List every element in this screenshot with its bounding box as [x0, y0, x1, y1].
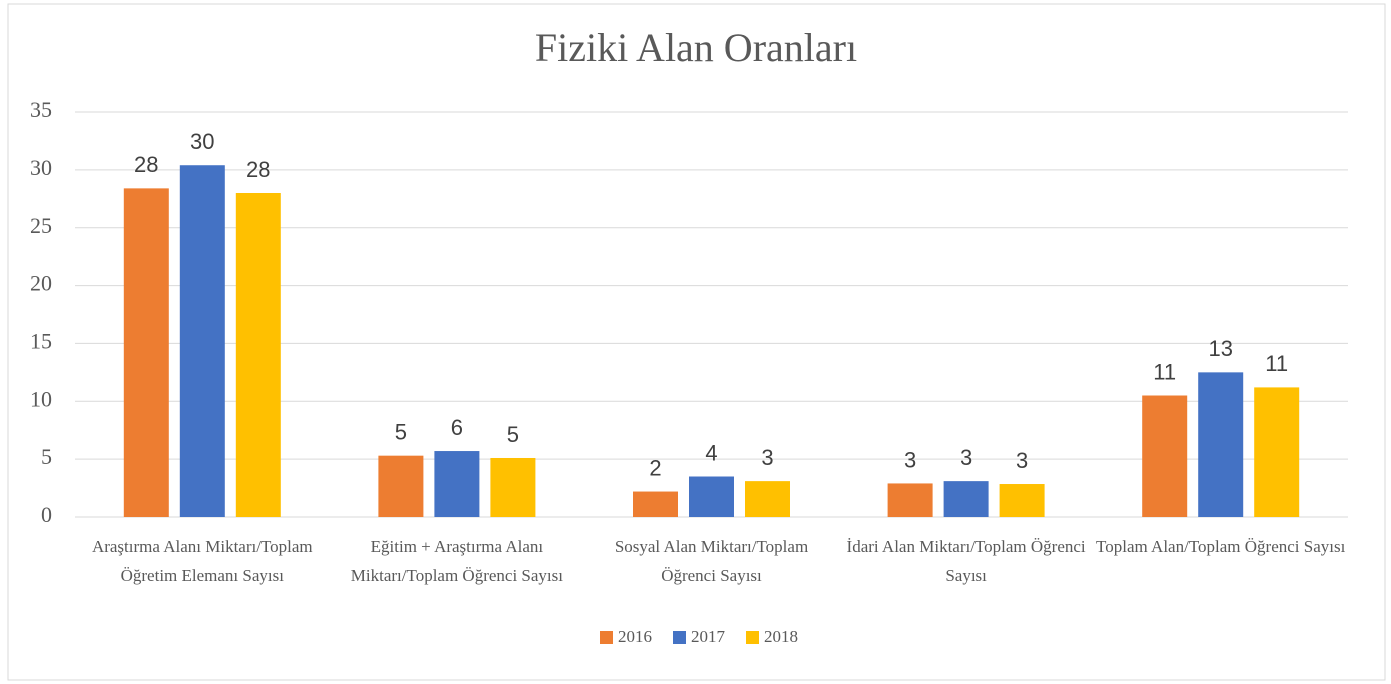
data-label: 3	[960, 445, 972, 470]
data-label: 11	[1265, 351, 1288, 376]
data-label: 5	[395, 419, 407, 444]
x-tick-label: Toplam Alan/Toplam Öğrenci Sayısı	[1096, 537, 1346, 556]
legend-swatch	[673, 631, 686, 644]
bar	[378, 455, 424, 517]
bar	[943, 481, 989, 517]
data-label: 3	[761, 445, 773, 470]
data-label: 2	[649, 455, 661, 480]
y-tick-label: 5	[41, 444, 52, 469]
x-tick-label: Sosyal Alan Miktarı/Toplam Öğrenci Sayıs…	[614, 537, 809, 585]
x-tick-label: Araştırma Alanı Miktarı/Toplam Öğretim E…	[91, 537, 313, 585]
bar	[235, 193, 281, 517]
data-label: 13	[1208, 336, 1232, 361]
data-label: 30	[190, 129, 214, 154]
data-label: 3	[1016, 448, 1028, 473]
data-label: 5	[507, 422, 519, 447]
y-tick-label: 10	[30, 386, 52, 411]
legend-swatch	[746, 631, 759, 644]
x-tick-label: İdari Alan Miktarı/Toplam Öğrenci Sayısı	[846, 537, 1086, 585]
legend-label: 2017	[691, 627, 726, 646]
y-tick-label: 25	[30, 213, 52, 238]
legend-label: 2018	[764, 627, 798, 646]
data-label: 6	[451, 415, 463, 440]
y-tick-label: 0	[41, 502, 52, 527]
bar	[999, 484, 1045, 517]
bar	[745, 481, 790, 517]
data-label: 28	[134, 152, 158, 177]
bar	[689, 476, 734, 517]
chart-title: Fiziki Alan Oranları	[535, 25, 857, 70]
bar	[1142, 395, 1188, 517]
legend-swatch	[600, 631, 613, 644]
data-label: 28	[246, 157, 270, 182]
y-tick-label: 15	[30, 328, 52, 353]
bar	[490, 457, 536, 517]
data-label: 11	[1153, 359, 1176, 384]
data-label: 4	[705, 440, 717, 465]
bar	[123, 188, 169, 517]
x-tick-label: Eğitim + Araştırma Alanı Miktarı/Toplam …	[350, 537, 563, 585]
bar	[434, 451, 480, 517]
bar	[1198, 372, 1244, 517]
y-tick-label: 35	[30, 97, 52, 122]
bar	[633, 491, 678, 517]
y-tick-label: 30	[30, 155, 52, 180]
data-label: 3	[904, 447, 916, 472]
bar	[1254, 387, 1300, 517]
legend-label: 2016	[618, 627, 652, 646]
y-tick-label: 20	[30, 271, 52, 296]
bar	[179, 165, 225, 517]
bar	[887, 483, 933, 517]
